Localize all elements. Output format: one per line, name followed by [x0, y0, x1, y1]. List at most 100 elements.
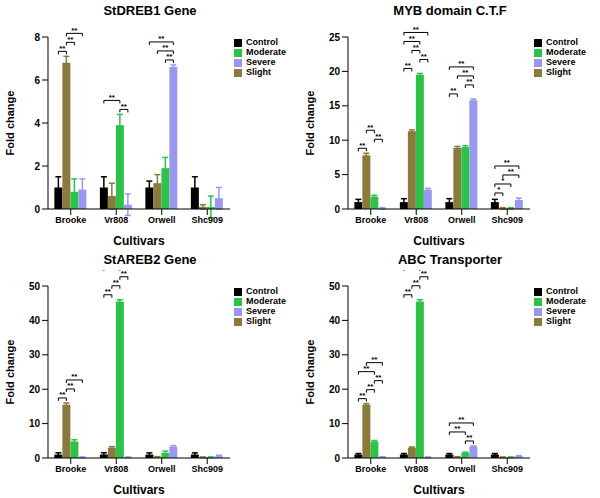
- svg-text:Orwell: Orwell: [448, 464, 476, 474]
- svg-text:**: **: [359, 391, 366, 400]
- svg-text:Fold change: Fold change: [8, 91, 16, 156]
- svg-text:Vr808: Vr808: [404, 215, 428, 225]
- svg-text:Brooke: Brooke: [55, 464, 86, 474]
- svg-text:10: 10: [29, 418, 41, 429]
- svg-text:Vr808: Vr808: [104, 215, 128, 225]
- svg-text:**: **: [375, 132, 382, 141]
- svg-text:**: **: [508, 167, 515, 176]
- svg-text:Fold change: Fold change: [304, 91, 316, 156]
- html-text:Moderate: Moderate: [246, 47, 286, 57]
- html-text:Moderate: Moderate: [546, 47, 586, 57]
- html-text:ABC Transporter: ABC Transporter: [398, 252, 502, 267]
- svg-text:15: 15: [329, 100, 341, 111]
- svg-text:**: **: [121, 270, 128, 278]
- svg-text:**: **: [371, 355, 378, 364]
- html-text:Severe: Severe: [546, 57, 576, 67]
- svg-text:**: **: [367, 382, 374, 391]
- html-text:StAREB2 Gene: StAREB2 Gene: [103, 252, 197, 267]
- svg-text:0: 0: [34, 453, 40, 464]
- svg-text:**: **: [59, 390, 66, 399]
- html-text:Slight: Slight: [246, 67, 271, 77]
- svg-text:**: **: [109, 93, 116, 102]
- html-text:Control: Control: [546, 37, 578, 47]
- svg-text:Fold change: Fold change: [304, 340, 316, 405]
- svg-text:**: **: [462, 68, 469, 77]
- svg-text:30: 30: [29, 349, 41, 360]
- html-text:MYB domain C.T.F: MYB domain C.T.F: [393, 3, 507, 18]
- svg-text:**: **: [67, 381, 74, 390]
- svg-text:**: **: [409, 34, 416, 43]
- svg-text:**: **: [405, 287, 412, 296]
- svg-text:**: **: [359, 141, 366, 150]
- svg-text:Cultivars: Cultivars: [113, 234, 165, 248]
- svg-text:**: **: [421, 270, 428, 278]
- svg-text:20: 20: [29, 384, 41, 395]
- html-text:Control: Control: [246, 286, 278, 296]
- svg-text:Brooke: Brooke: [355, 464, 386, 474]
- svg-text:Shc909: Shc909: [191, 464, 223, 474]
- svg-text:**: **: [466, 77, 473, 86]
- svg-text:4: 4: [34, 118, 40, 129]
- svg-text:40: 40: [29, 315, 41, 326]
- svg-text:Vr808: Vr808: [404, 464, 428, 474]
- svg-text:**: **: [504, 158, 511, 167]
- svg-text:Cultivars: Cultivars: [113, 483, 165, 497]
- svg-text:25: 25: [329, 32, 341, 43]
- html-text:Slight: Slight: [546, 67, 571, 77]
- svg-text:5: 5: [334, 169, 340, 180]
- svg-text:Cultivars: Cultivars: [413, 234, 465, 248]
- svg-text:0: 0: [334, 204, 340, 215]
- svg-text:**: **: [71, 372, 78, 381]
- svg-text:**: **: [421, 52, 428, 61]
- svg-text:20: 20: [329, 66, 341, 77]
- svg-text:8: 8: [34, 32, 40, 43]
- svg-text:Shc909: Shc909: [491, 215, 523, 225]
- html-text:Moderate: Moderate: [246, 296, 286, 306]
- svg-text:**: **: [67, 35, 74, 44]
- svg-text:10: 10: [329, 135, 341, 146]
- svg-text:50: 50: [29, 281, 41, 292]
- svg-text:**: **: [454, 424, 461, 433]
- html-text:Severe: Severe: [246, 57, 276, 67]
- svg-text:**: **: [450, 86, 457, 95]
- svg-text:*: *: [497, 185, 501, 194]
- svg-text:50: 50: [329, 281, 341, 292]
- svg-text:**: **: [413, 25, 420, 34]
- svg-text:**: **: [413, 43, 420, 52]
- svg-text:Cultivars: Cultivars: [413, 483, 465, 497]
- svg-text:**: **: [121, 102, 128, 111]
- svg-text:Shc909: Shc909: [491, 464, 523, 474]
- svg-text:**: **: [162, 43, 169, 52]
- svg-text:Fold change: Fold change: [8, 340, 16, 405]
- svg-text:Orwell: Orwell: [448, 215, 476, 225]
- svg-text:40: 40: [329, 315, 341, 326]
- svg-text:Shc909: Shc909: [191, 215, 223, 225]
- svg-text:Orwell: Orwell: [148, 215, 176, 225]
- svg-text:**: **: [105, 287, 112, 296]
- svg-text:**: **: [113, 278, 120, 287]
- svg-text:**: **: [413, 278, 420, 287]
- svg-text:0: 0: [334, 453, 340, 464]
- svg-text:Brooke: Brooke: [55, 215, 86, 225]
- html-text:StDREB1 Gene: StDREB1 Gene: [103, 3, 197, 18]
- svg-text:**: **: [158, 34, 165, 43]
- svg-text:30: 30: [329, 349, 341, 360]
- svg-text:Vr808: Vr808: [104, 464, 128, 474]
- svg-text:10: 10: [329, 418, 341, 429]
- svg-text:0: 0: [34, 204, 40, 215]
- svg-text:**: **: [59, 44, 66, 53]
- svg-text:6: 6: [34, 75, 40, 86]
- svg-text:**: **: [166, 52, 173, 61]
- svg-text:Orwell: Orwell: [148, 464, 176, 474]
- svg-text:**: **: [367, 123, 374, 132]
- svg-text:**: **: [458, 59, 465, 68]
- svg-text:Brooke: Brooke: [355, 215, 386, 225]
- svg-text:**: **: [375, 373, 382, 382]
- html-text:Control: Control: [246, 37, 278, 47]
- svg-text:**: **: [405, 61, 412, 70]
- svg-text:20: 20: [329, 384, 341, 395]
- svg-text:**: **: [466, 433, 473, 442]
- svg-text:**: **: [71, 26, 78, 35]
- svg-text:**: **: [458, 415, 465, 424]
- svg-text:2: 2: [34, 161, 40, 172]
